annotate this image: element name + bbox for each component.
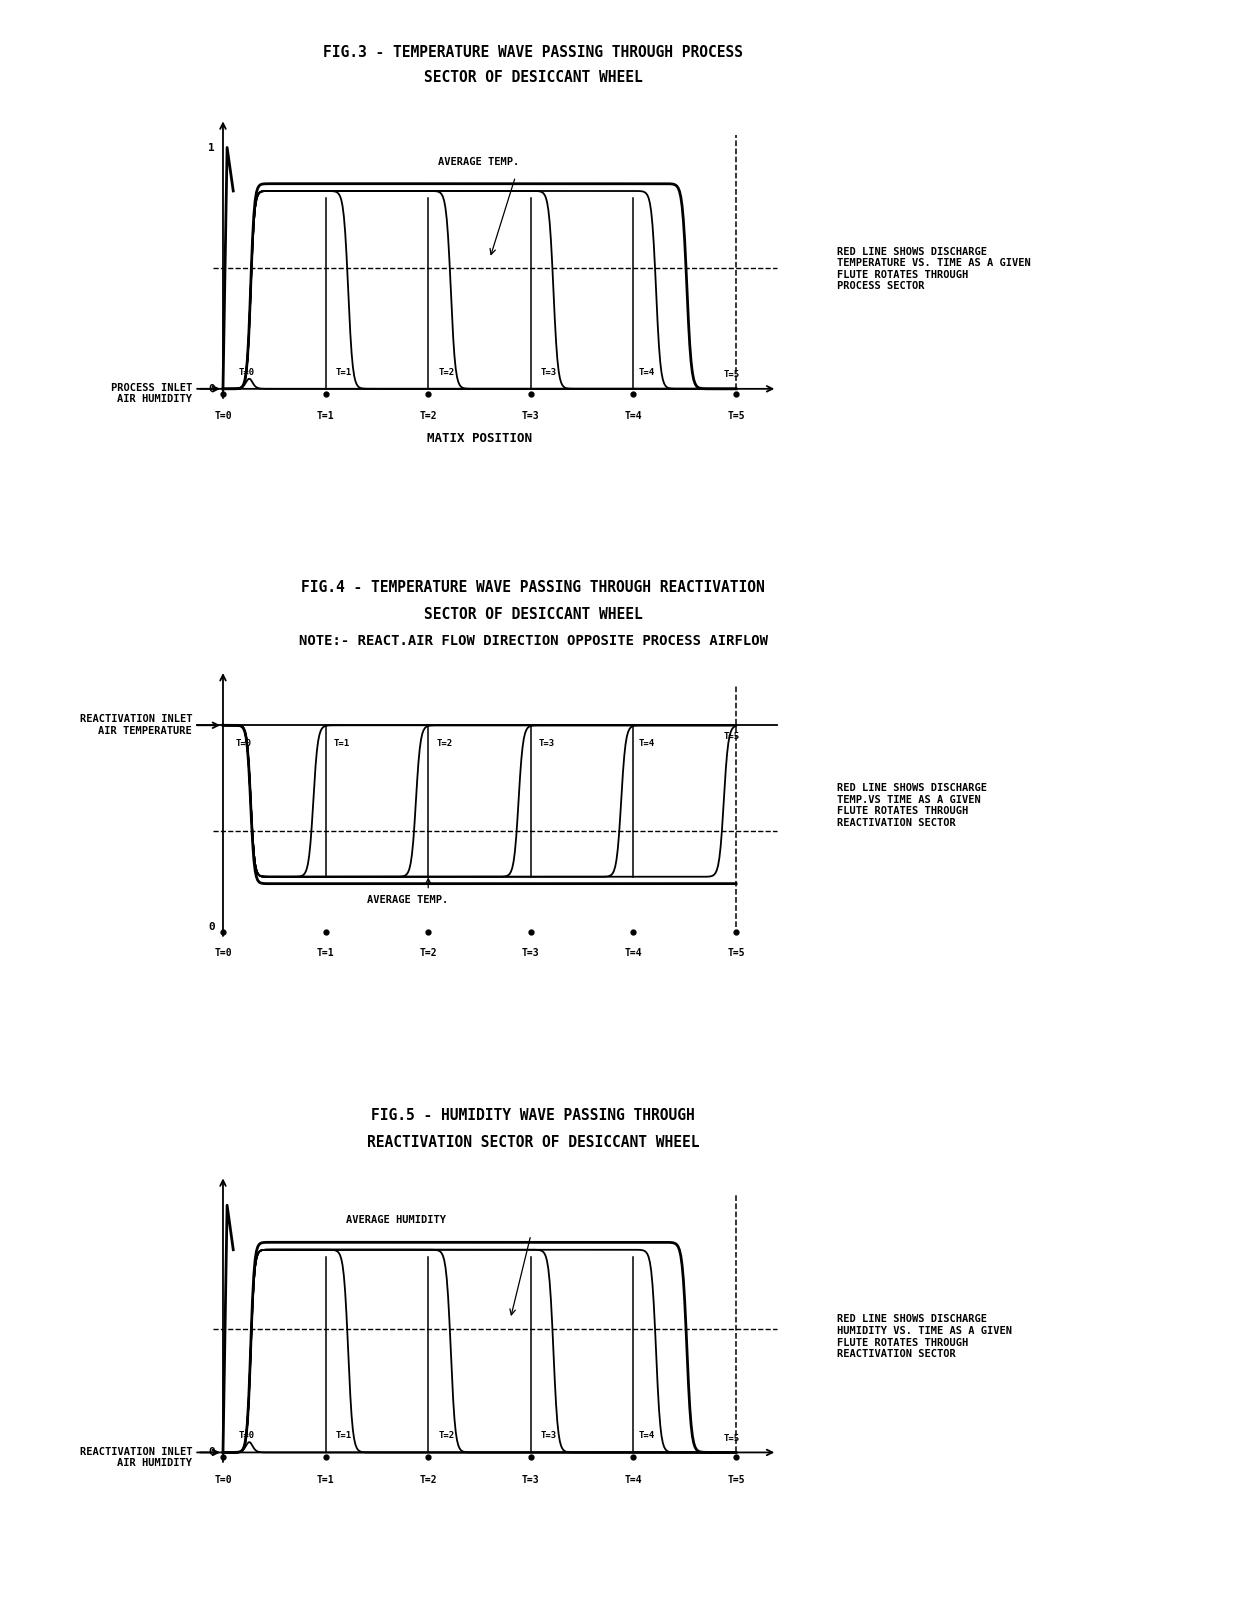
Text: T=1: T=1: [336, 368, 352, 376]
Text: T=0: T=0: [215, 410, 232, 421]
Text: T=2: T=2: [419, 948, 436, 957]
Text: FIG.3 - TEMPERATURE WAVE PASSING THROUGH PROCESS: FIG.3 - TEMPERATURE WAVE PASSING THROUGH…: [324, 45, 743, 59]
Text: 0: 0: [208, 384, 215, 394]
Text: T=0: T=0: [238, 1431, 254, 1439]
Text: 0: 0: [208, 1447, 215, 1457]
Text: T=3: T=3: [541, 368, 557, 376]
Text: SECTOR OF DESICCANT WHEEL: SECTOR OF DESICCANT WHEEL: [424, 607, 642, 621]
Text: REACTIVATION INLET
AIR HUMIDITY: REACTIVATION INLET AIR HUMIDITY: [79, 1447, 192, 1468]
Text: T=3: T=3: [541, 1431, 557, 1439]
Text: T=1: T=1: [336, 1431, 352, 1439]
Text: T=1: T=1: [316, 948, 335, 957]
Text: T=3: T=3: [522, 1475, 539, 1484]
Text: T=4: T=4: [639, 1431, 655, 1439]
Text: NOTE:- REACT.AIR FLOW DIRECTION OPPOSITE PROCESS AIRFLOW: NOTE:- REACT.AIR FLOW DIRECTION OPPOSITE…: [299, 634, 768, 648]
Text: T=2: T=2: [419, 410, 436, 421]
Text: T=3: T=3: [539, 740, 556, 748]
Text: T=1: T=1: [316, 410, 335, 421]
Text: FIG.5 - HUMIDITY WAVE PASSING THROUGH: FIG.5 - HUMIDITY WAVE PASSING THROUGH: [371, 1108, 696, 1122]
Text: T=3: T=3: [522, 948, 539, 957]
Text: PROCESS INLET
AIR HUMIDITY: PROCESS INLET AIR HUMIDITY: [110, 383, 192, 405]
Text: T=3: T=3: [522, 410, 539, 421]
Text: T=0: T=0: [215, 948, 232, 957]
Text: T=2: T=2: [439, 1431, 455, 1439]
Text: MATIX POSITION: MATIX POSITION: [427, 432, 532, 445]
Text: T=4: T=4: [625, 1475, 642, 1484]
Text: T=4: T=4: [639, 740, 655, 748]
Text: 1: 1: [208, 142, 215, 152]
Text: AVERAGE HUMIDITY: AVERAGE HUMIDITY: [346, 1215, 446, 1225]
Text: T=1: T=1: [316, 1475, 335, 1484]
Text: SECTOR OF DESICCANT WHEEL: SECTOR OF DESICCANT WHEEL: [424, 70, 642, 85]
Text: T=1: T=1: [334, 740, 350, 748]
Text: T=4: T=4: [639, 368, 655, 376]
Text: RED LINE SHOWS DISCHARGE
TEMP.VS TIME AS A GIVEN
FLUTE ROTATES THROUGH
REACTIVAT: RED LINE SHOWS DISCHARGE TEMP.VS TIME AS…: [837, 783, 987, 828]
Text: T=2: T=2: [419, 1475, 436, 1484]
Text: T=2: T=2: [436, 740, 453, 748]
Text: AVERAGE TEMP.: AVERAGE TEMP.: [439, 157, 520, 167]
Text: 0: 0: [208, 922, 215, 932]
Text: FIG.4 - TEMPERATURE WAVE PASSING THROUGH REACTIVATION: FIG.4 - TEMPERATURE WAVE PASSING THROUGH…: [301, 580, 765, 594]
Text: T=2: T=2: [439, 368, 455, 376]
Text: T=5: T=5: [724, 370, 740, 379]
Text: T=5: T=5: [728, 948, 745, 957]
Text: T=0: T=0: [236, 740, 252, 748]
Text: T=4: T=4: [625, 410, 642, 421]
Text: T=0: T=0: [215, 1475, 232, 1484]
Text: T=5: T=5: [728, 1475, 745, 1484]
Text: RED LINE SHOWS DISCHARGE
TEMPERATURE VS. TIME AS A GIVEN
FLUTE ROTATES THROUGH
P: RED LINE SHOWS DISCHARGE TEMPERATURE VS.…: [837, 247, 1030, 291]
Text: T=5: T=5: [728, 410, 745, 421]
Text: T=5: T=5: [724, 1433, 740, 1443]
Text: T=5: T=5: [724, 732, 740, 741]
Text: T=0: T=0: [238, 368, 254, 376]
Text: RED LINE SHOWS DISCHARGE
HUMIDITY VS. TIME AS A GIVEN
FLUTE ROTATES THROUGH
REAC: RED LINE SHOWS DISCHARGE HUMIDITY VS. TI…: [837, 1314, 1012, 1359]
Text: AVERAGE TEMP.: AVERAGE TEMP.: [367, 895, 448, 905]
Text: T=4: T=4: [625, 948, 642, 957]
Text: REACTIVATION SECTOR OF DESICCANT WHEEL: REACTIVATION SECTOR OF DESICCANT WHEEL: [367, 1135, 699, 1150]
Text: REACTIVATION INLET
AIR TEMPERATURE: REACTIVATION INLET AIR TEMPERATURE: [79, 714, 192, 736]
